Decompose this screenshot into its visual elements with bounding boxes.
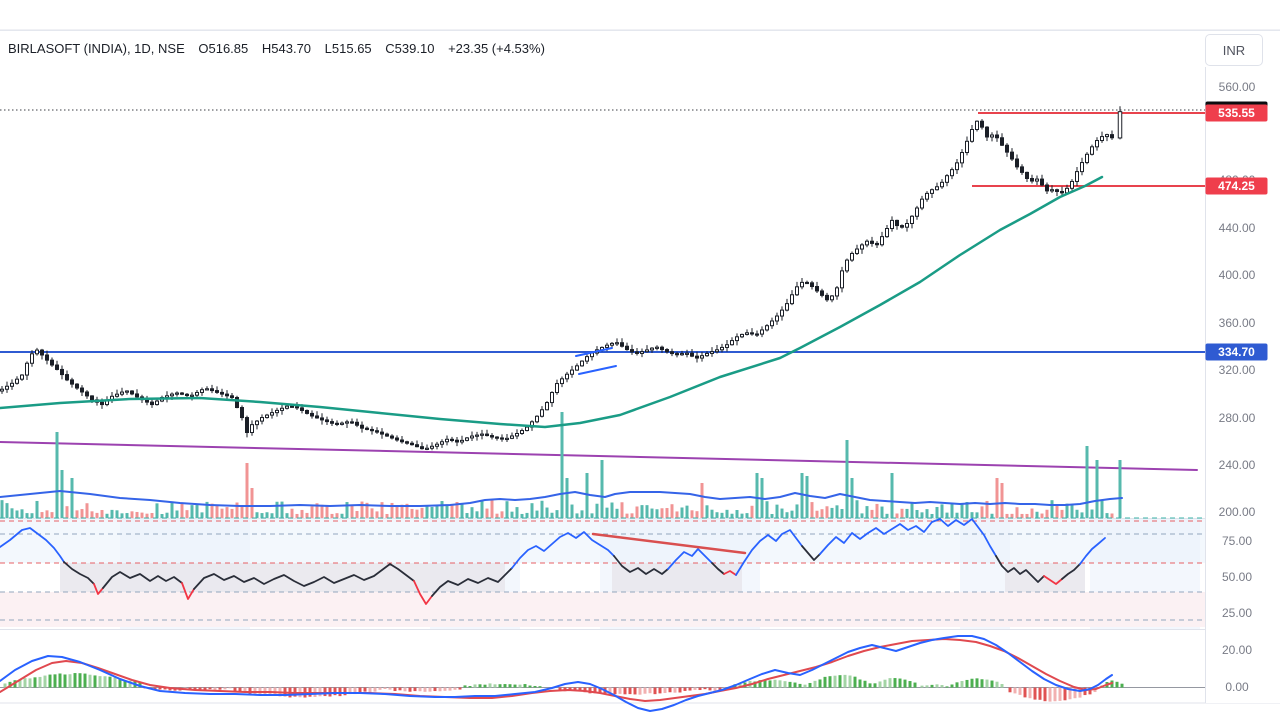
axis-tick-label: 25.00 <box>1222 606 1252 620</box>
axis-tick-label: 50.00 <box>1222 570 1252 584</box>
volume-layer <box>0 412 1122 518</box>
rsi-panel <box>0 517 1205 621</box>
ohlc-close: C539.10 <box>385 41 435 56</box>
price-axis[interactable]: 560.00480.00440.00400.00360.00320.00280.… <box>1205 66 1280 703</box>
ohlc-high: H543.70 <box>261 41 312 56</box>
chart-toolbar: BIRLASOFT (INDIA), 1D, NSE O516.85 H543.… <box>0 30 1280 67</box>
price-level-lines[interactable] <box>0 109 1205 353</box>
axis-tick-label: 200.00 <box>1219 505 1256 519</box>
rsi-panel-background <box>0 518 1205 629</box>
ohlc-open: O516.85 <box>198 41 249 56</box>
symbol-title[interactable]: BIRLASOFT (INDIA), 1D, NSE <box>8 41 185 56</box>
price-level-label: 474.25 <box>1218 179 1255 193</box>
drawing-trendline-purple[interactable] <box>0 441 1198 471</box>
axis-tick-label: 280.00 <box>1219 411 1256 425</box>
price-level-label: 535.55 <box>1218 106 1255 120</box>
volume-ma-line <box>0 490 1123 507</box>
axis-tick-label: 75.00 <box>1222 534 1252 548</box>
rsi-trendline-red[interactable] <box>591 532 747 555</box>
axis-tick-label: 440.00 <box>1219 221 1256 235</box>
moving-average-green <box>0 175 1104 429</box>
price-level-label: 334.70 <box>1218 345 1255 359</box>
candles-layer <box>0 106 1123 451</box>
axis-tick-label: 560.00 <box>1219 80 1256 94</box>
macd-panel <box>0 635 1205 712</box>
axis-tick-label: 20.00 <box>1222 643 1252 657</box>
axis-tick-label: 360.00 <box>1219 316 1256 330</box>
axis-tick-label: 0.00 <box>1225 680 1249 694</box>
axis-tick-label: 400.00 <box>1219 268 1256 282</box>
price-change: +23.35 (+4.53%) <box>448 41 545 56</box>
symbol-status-line[interactable]: BIRLASOFT (INDIA), 1D, NSE O516.85 H543.… <box>8 41 555 56</box>
currency-toggle-button[interactable]: INR <box>1205 34 1263 66</box>
drawing-channel-blue[interactable] <box>575 347 617 375</box>
ohlc-low: L515.65 <box>324 41 372 56</box>
axis-tick-label: 320.00 <box>1219 363 1256 377</box>
axis-tick-label: 240.00 <box>1219 458 1256 472</box>
